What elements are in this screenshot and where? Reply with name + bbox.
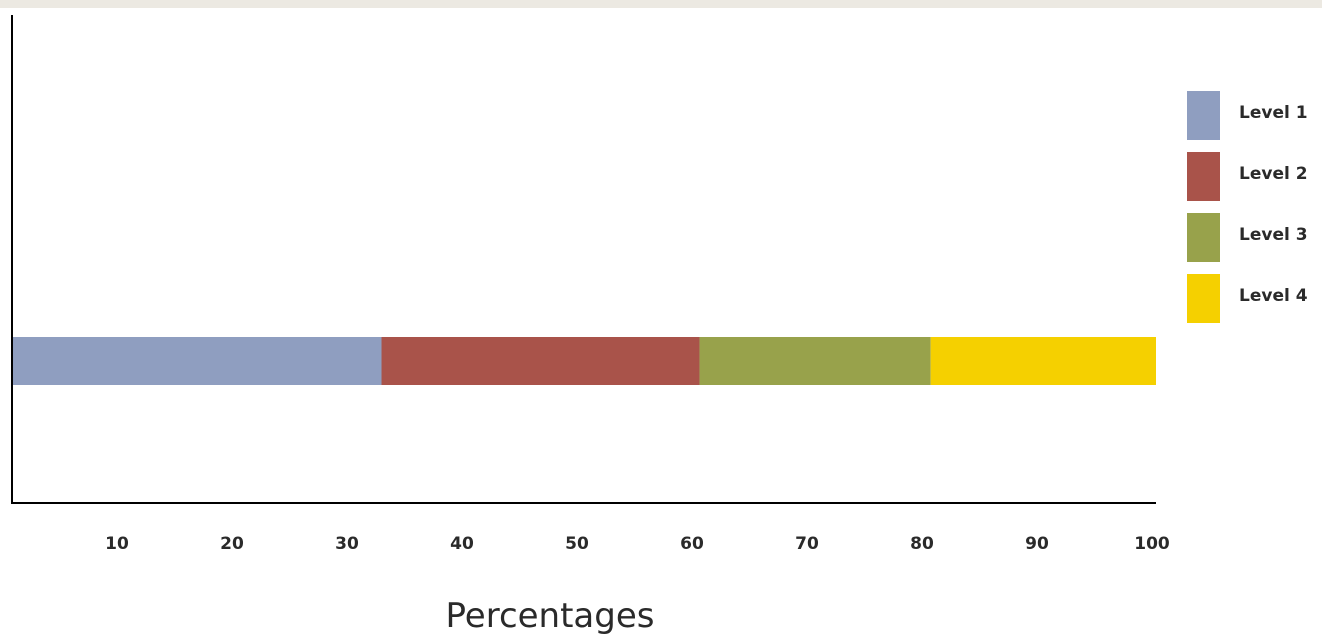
x-tick-label: 70 [795, 534, 819, 554]
bar-segment-level-4 [930, 337, 1156, 385]
x-tick-label: 40 [450, 534, 474, 554]
x-tick-label: 20 [220, 534, 244, 554]
x-tick-label: 30 [335, 534, 359, 554]
x-tick-label: 100 [1134, 534, 1170, 554]
x-axis-label: Percentages [446, 596, 655, 636]
x-tick-label: 90 [1025, 534, 1049, 554]
bar-group [12, 337, 1156, 385]
x-tick-label: 50 [565, 534, 589, 554]
legend-label-level-1: Level 1 [1239, 103, 1308, 123]
x-tick-labels: 10 20 30 40 50 60 70 80 90 100 [105, 534, 1170, 554]
x-tick-label: 60 [680, 534, 704, 554]
bar-segment-level-2 [381, 337, 700, 385]
bar-segment-level-3 [699, 337, 931, 385]
legend-label-level-2: Level 2 [1239, 164, 1308, 184]
legend-label-level-3: Level 3 [1239, 225, 1308, 245]
legend: Level 1 Level 2 Level 3 Level 4 [1187, 91, 1308, 323]
legend-label-level-4: Level 4 [1239, 286, 1308, 306]
top-strip [0, 0, 1322, 8]
legend-swatch-level-2 [1187, 152, 1220, 201]
legend-swatch-level-1 [1187, 91, 1220, 140]
legend-swatch-level-3 [1187, 213, 1220, 262]
legend-swatch-level-4 [1187, 274, 1220, 323]
x-tick-label: 80 [910, 534, 934, 554]
x-tick-label: 10 [105, 534, 129, 554]
bar-segment-level-1 [12, 337, 382, 385]
